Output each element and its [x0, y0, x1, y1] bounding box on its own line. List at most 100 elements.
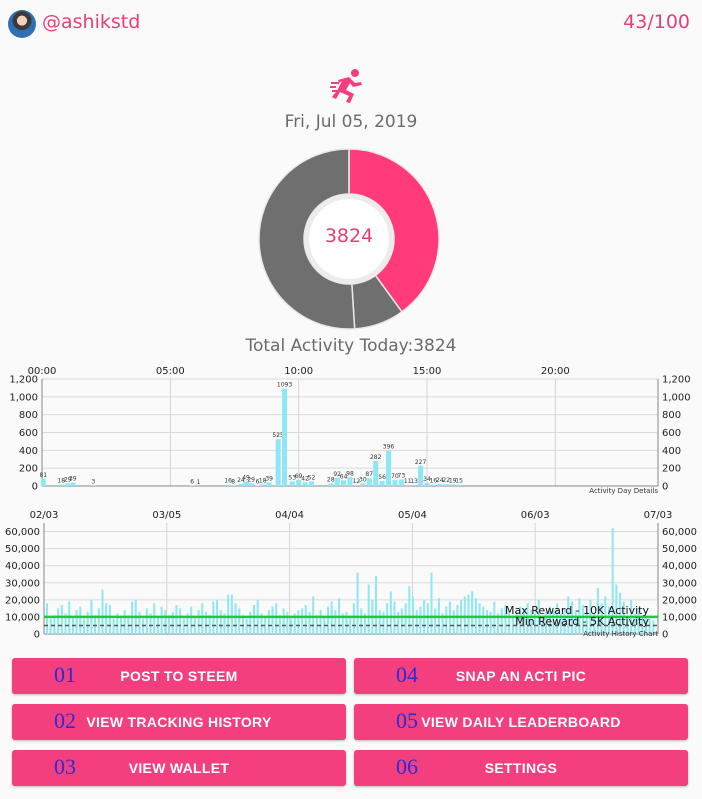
- bar: [230, 594, 233, 634]
- post-to-steem-button[interactable]: 01 POST TO STEEM: [12, 658, 346, 694]
- bar: [127, 615, 130, 634]
- bar-label: 1: [197, 479, 201, 486]
- bar: [426, 603, 429, 634]
- y-tick-right: 10,000: [662, 612, 697, 623]
- button-label: SETTINGS: [484, 760, 558, 776]
- bar: [392, 479, 398, 486]
- view-daily-leaderboard-button[interactable]: 05 VIEW DAILY LEADERBOARD: [354, 704, 688, 740]
- bar: [153, 603, 156, 634]
- y-tick-right: 200: [662, 464, 681, 475]
- bar: [430, 484, 436, 486]
- view-wallet-button[interactable]: 03 VIEW WALLET: [12, 750, 346, 786]
- y-tick-left: 0: [34, 630, 40, 641]
- y-tick-right: 60,000: [662, 527, 697, 538]
- y-tick-right: 800: [662, 410, 681, 421]
- bar: [450, 484, 456, 486]
- bar: [105, 603, 108, 634]
- bar: [223, 613, 226, 634]
- bar: [175, 604, 178, 634]
- bar: [182, 618, 185, 634]
- bar: [341, 613, 344, 634]
- bar: [607, 606, 610, 634]
- bar: [266, 482, 272, 486]
- bar: [123, 610, 126, 634]
- bar: [86, 611, 89, 634]
- bar: [75, 610, 78, 634]
- bar: [405, 485, 411, 486]
- bar: [415, 610, 418, 634]
- max-reward-label: Max Reward - 10K Activity: [505, 604, 650, 617]
- bar-label: 1093: [277, 382, 292, 389]
- bar: [641, 615, 644, 634]
- bar: [467, 594, 470, 634]
- y-tick-right: 400: [662, 446, 681, 457]
- bar: [548, 606, 551, 634]
- bar-label: 42: [301, 475, 309, 482]
- bar: [400, 608, 403, 634]
- button-number: 01: [54, 662, 76, 687]
- username[interactable]: @ashikstd: [42, 11, 141, 33]
- bar-label: 22: [442, 477, 450, 484]
- x-tick: 02/03: [30, 510, 59, 521]
- date-label: Fri, Jul 05, 2019: [284, 112, 418, 132]
- bar: [40, 478, 46, 486]
- bar-label: 6: [256, 478, 260, 485]
- bar: [101, 589, 104, 634]
- bar: [411, 484, 417, 486]
- y-tick-left: 30,000: [5, 578, 40, 589]
- bar: [552, 610, 555, 634]
- bar: [253, 604, 256, 634]
- y-tick-left: 600: [19, 428, 38, 439]
- bar-label: 11: [404, 478, 412, 485]
- x-tick: 20:00: [541, 366, 570, 377]
- y-tick-right: 30,000: [662, 578, 697, 589]
- bar-label: 28: [327, 477, 335, 484]
- x-tick: 15:00: [413, 366, 442, 377]
- bar: [227, 594, 230, 634]
- bar: [190, 606, 193, 634]
- bar: [515, 611, 518, 634]
- bar: [208, 615, 211, 634]
- bar: [271, 606, 274, 634]
- bar: [168, 615, 171, 634]
- bar: [489, 611, 492, 634]
- bar: [424, 482, 430, 486]
- bar: [219, 610, 222, 634]
- button-label: POST TO STEEM: [120, 668, 238, 684]
- bar: [456, 604, 459, 634]
- bar: [530, 610, 533, 634]
- y-tick-left: 50,000: [5, 544, 40, 555]
- bar: [275, 603, 278, 634]
- bar: [637, 608, 640, 634]
- bar: [593, 613, 596, 634]
- bar: [441, 613, 444, 634]
- bar: [419, 606, 422, 634]
- bar: [545, 611, 548, 634]
- bar: [611, 528, 614, 634]
- bar: [389, 591, 392, 634]
- button-number: 05: [396, 708, 418, 733]
- bar-label: 34: [423, 476, 431, 483]
- button-label: VIEW DAILY LEADERBOARD: [421, 714, 621, 730]
- bar: [171, 611, 174, 634]
- x-tick: 05:00: [156, 366, 185, 377]
- bar: [312, 596, 315, 634]
- bar: [471, 591, 474, 634]
- bar-label: 39: [69, 476, 77, 483]
- bar: [65, 483, 71, 486]
- bar: [94, 615, 97, 634]
- bar: [197, 610, 200, 634]
- bar: [57, 608, 60, 634]
- bar: [245, 618, 248, 634]
- bar: [353, 484, 359, 486]
- y-tick-right: 1,200: [662, 375, 691, 386]
- x-tick: 07/03: [644, 510, 673, 521]
- bar: [556, 603, 559, 634]
- bar: [286, 611, 289, 634]
- avatar[interactable]: [8, 10, 36, 38]
- snap-acti-pic-button[interactable]: 04 SNAP AN ACTI PIC: [354, 658, 688, 694]
- button-number: 04: [396, 662, 418, 687]
- settings-button[interactable]: 06 SETTINGS: [354, 750, 688, 786]
- view-tracking-history-button[interactable]: 02 VIEW TRACKING HISTORY: [12, 704, 346, 740]
- bar: [64, 613, 67, 634]
